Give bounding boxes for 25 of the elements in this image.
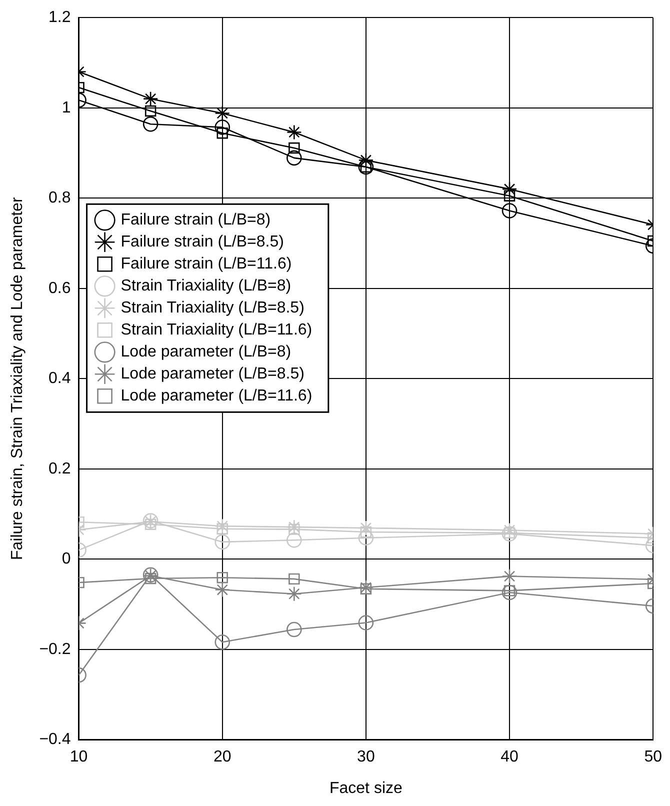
x-tick-label: 10: [70, 748, 88, 766]
legend-label: Lode parameter (L/B=8.5): [120, 366, 304, 383]
x-axis-title: Facet size: [329, 780, 402, 797]
y-tick-label: −0.4: [39, 731, 71, 748]
y-tick-label: 0.2: [48, 460, 71, 478]
y-tick-label: 0.4: [48, 370, 71, 388]
y-tick-label: 1: [62, 99, 71, 116]
y-axis-title: Failure strain, Strain Triaxiality and Lode parameter: [9, 196, 26, 560]
legend-label: Lode parameter (L/B=8): [120, 344, 292, 361]
x-tick-label: 30: [357, 748, 375, 766]
legend-label: Failure strain (L/B=8.5): [120, 234, 284, 251]
y-tick-label: 0.6: [48, 280, 71, 297]
y-tick-label: 1.2: [48, 9, 71, 26]
legend-label: Failure strain (L/B=8): [120, 212, 271, 229]
y-tick-label: 0.8: [48, 190, 71, 207]
legend-label: Strain Triaxiality (L/B=11.6): [120, 322, 312, 339]
legend-label: Strain Triaxiality (L/B=8): [120, 278, 292, 295]
legend-label: Failure strain (L/B=11.6): [120, 256, 292, 273]
y-tick-label: 0: [62, 550, 71, 568]
x-tick-label: 50: [644, 748, 662, 766]
legend-label: Strain Triaxiality (L/B=8.5): [120, 300, 304, 317]
x-tick-label: 40: [500, 748, 519, 766]
legend-label: Lode parameter (L/B=11.6): [120, 388, 312, 405]
x-tick-label: 20: [213, 748, 232, 766]
y-tick-label: −0.2: [39, 640, 71, 658]
